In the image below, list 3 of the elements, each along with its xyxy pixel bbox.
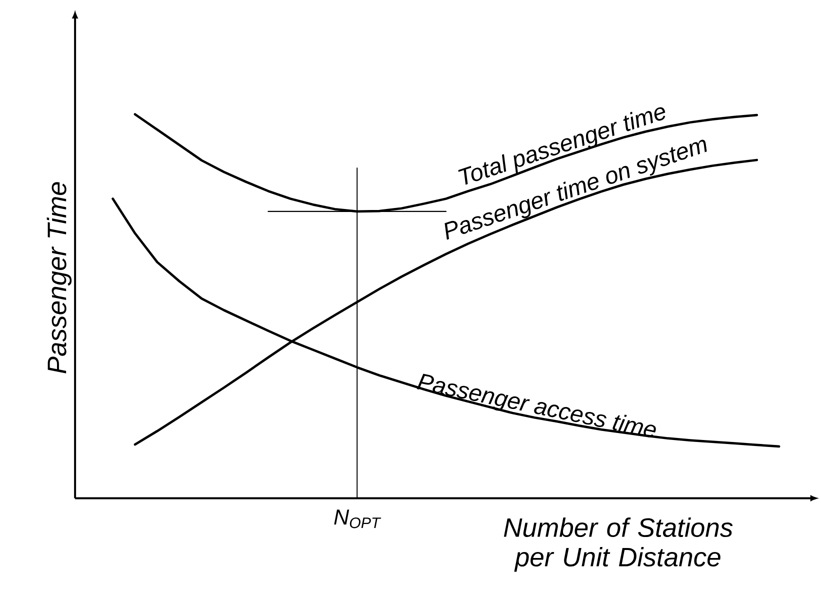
y-axis-title: Passenger Time <box>46 182 72 374</box>
x-axis-title: Number of Stations per Unit Distance <box>504 518 733 572</box>
text: N$_{OPT}$ <box>334 510 382 528</box>
